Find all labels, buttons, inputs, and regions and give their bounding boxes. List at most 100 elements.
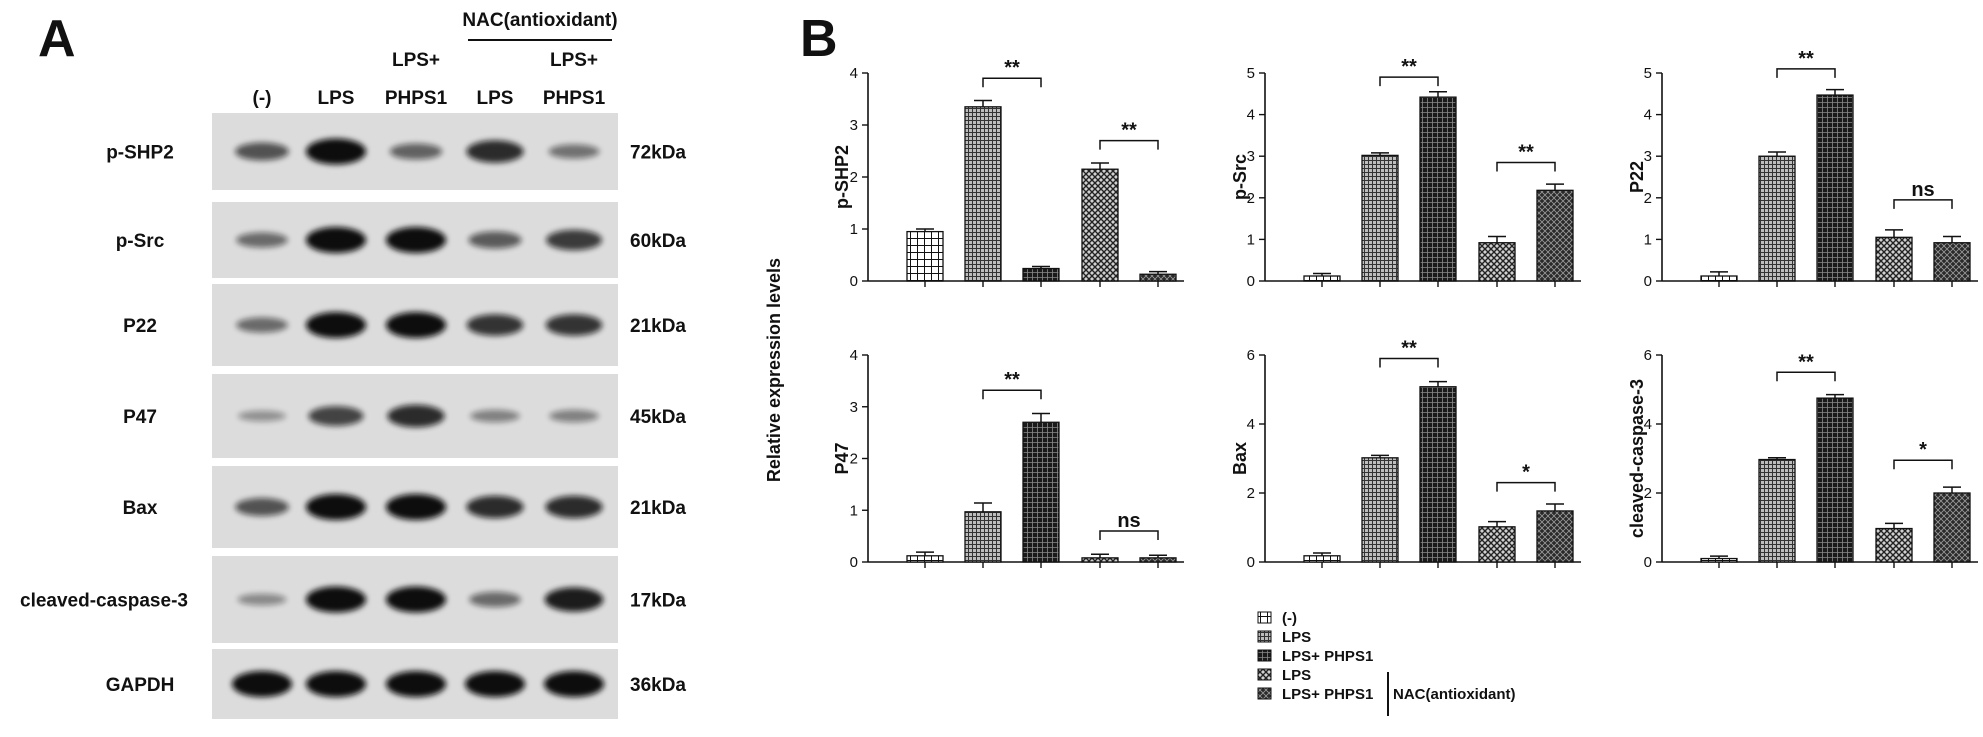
y-axis-label: Bax [1230, 442, 1250, 475]
chart-1: p-Src 0 1 2 3 4 5 ** ** [1230, 56, 1581, 290]
legend-entry: LPS+ PHPS1 [1282, 648, 1373, 665]
protein-band [306, 227, 366, 253]
y-tick-label: 3 [850, 117, 858, 134]
significance-bracket [1496, 161, 1556, 172]
y-tick-label: 4 [1644, 107, 1652, 124]
bar [1478, 242, 1516, 282]
legend-entry: (-) [1282, 610, 1297, 627]
protein-band [308, 406, 364, 426]
significance-bracket [1099, 139, 1159, 150]
y-tick-label: 1 [850, 502, 858, 519]
significance-bracket [1496, 481, 1556, 492]
bar [1081, 557, 1119, 563]
panel-b-bar-charts: B Relative expression levels p-SHP2 0 1 2 3 4… [764, 10, 1978, 571]
protein-band [389, 143, 443, 160]
bar [1758, 458, 1796, 563]
y-tick-label: 0 [1644, 273, 1652, 290]
significance-bracket [1776, 68, 1836, 78]
significance-label: * [1522, 462, 1530, 484]
protein-band [470, 409, 520, 423]
legend-items: (-) LPS LPS+ PHPS1 LPS LPS+ PHPS1 [1257, 610, 1373, 703]
y-axis-label: cleaved-caspase-3 [1627, 379, 1647, 538]
blot-row: p-Src 60kDa [116, 202, 686, 278]
blot-row: P47 45kDa [123, 374, 686, 458]
bar [1139, 557, 1177, 563]
blot-strips: p-SHP2 72kDa p-Src 60kDa P22 21kDa P47 45kDa Bax… [20, 113, 686, 719]
protein-band [546, 229, 602, 251]
bar [1303, 275, 1341, 282]
protein-band [237, 593, 287, 606]
significance-bracket [982, 77, 1042, 88]
y-tick-label: 0 [1644, 554, 1652, 571]
protein-band [306, 494, 366, 520]
bar [1022, 421, 1060, 563]
protein-band [237, 410, 287, 422]
y-tick-label: 4 [850, 347, 858, 364]
protein-band [386, 586, 446, 613]
protein-band [549, 409, 599, 423]
protein-band [544, 587, 604, 612]
significance-label: ns [1911, 179, 1934, 201]
significance-label: ** [1401, 337, 1417, 359]
significance-label: ** [1121, 120, 1137, 142]
bar [1478, 526, 1516, 563]
protein-band [387, 404, 445, 428]
y-tick-label: 4 [1247, 416, 1255, 433]
significance-bracket [1099, 530, 1159, 540]
bar [964, 511, 1002, 563]
molecular-weight-label: 60kDa [630, 231, 686, 252]
y-tick-label: 2 [1644, 190, 1652, 207]
y-tick-label: 5 [1644, 65, 1652, 82]
protein-band [306, 312, 366, 338]
protein-band [545, 495, 603, 519]
protein-band [306, 138, 366, 165]
significance-bracket [1379, 357, 1439, 368]
molecular-weight-label: 72kDa [630, 143, 686, 164]
protein-band [306, 586, 366, 613]
bar [1536, 510, 1574, 563]
protein-label: p-SHP2 [106, 143, 174, 164]
y-tick-label: 4 [1247, 107, 1255, 124]
lane-label-top: LPS+ [392, 50, 440, 71]
protein-band [465, 671, 525, 697]
molecular-weight-label: 17kDa [630, 591, 686, 612]
protein-band [235, 498, 289, 516]
molecular-weight-label: 36kDa [630, 675, 686, 696]
y-tick-label: 3 [1247, 148, 1255, 165]
significance-label: ** [1798, 351, 1814, 373]
legend: (-) LPS LPS+ PHPS1 LPS LPS+ PHPS1 NAC(antiox… [1257, 610, 1516, 716]
chart-3: P47 0 1 2 3 4 ** ns [832, 347, 1184, 571]
legend-bracket-label: NAC(antioxidant) [1393, 686, 1516, 703]
shared-y-axis-label: Relative expression levels [764, 258, 784, 482]
legend-entry: LPS [1282, 629, 1311, 646]
y-tick-label: 1 [1644, 231, 1652, 248]
y-tick-label: 2 [1247, 190, 1255, 207]
y-tick-label: 1 [1247, 231, 1255, 248]
significance-label: ** [1798, 48, 1814, 70]
y-tick-label: 2 [1247, 485, 1255, 502]
legend-swatch [1257, 649, 1272, 662]
significance-label: ** [1004, 369, 1020, 391]
bar [1022, 267, 1060, 282]
y-tick-label: 3 [1644, 148, 1652, 165]
y-tick-label: 5 [1247, 65, 1255, 82]
y-tick-label: 3 [850, 399, 858, 416]
y-tick-label: 0 [850, 273, 858, 290]
protein-band [466, 495, 524, 519]
molecular-weight-label: 45kDa [630, 407, 686, 428]
protein-band [468, 231, 522, 249]
protein-band [235, 142, 289, 161]
bar [1875, 527, 1913, 563]
protein-band [466, 314, 524, 336]
y-tick-label: 1 [850, 221, 858, 238]
bar [1816, 397, 1854, 563]
y-axis-label: P22 [1627, 161, 1647, 193]
protein-band [386, 312, 446, 338]
protein-band [545, 314, 603, 336]
protein-band [386, 671, 446, 697]
lane-label-top: LPS+ [550, 50, 598, 71]
